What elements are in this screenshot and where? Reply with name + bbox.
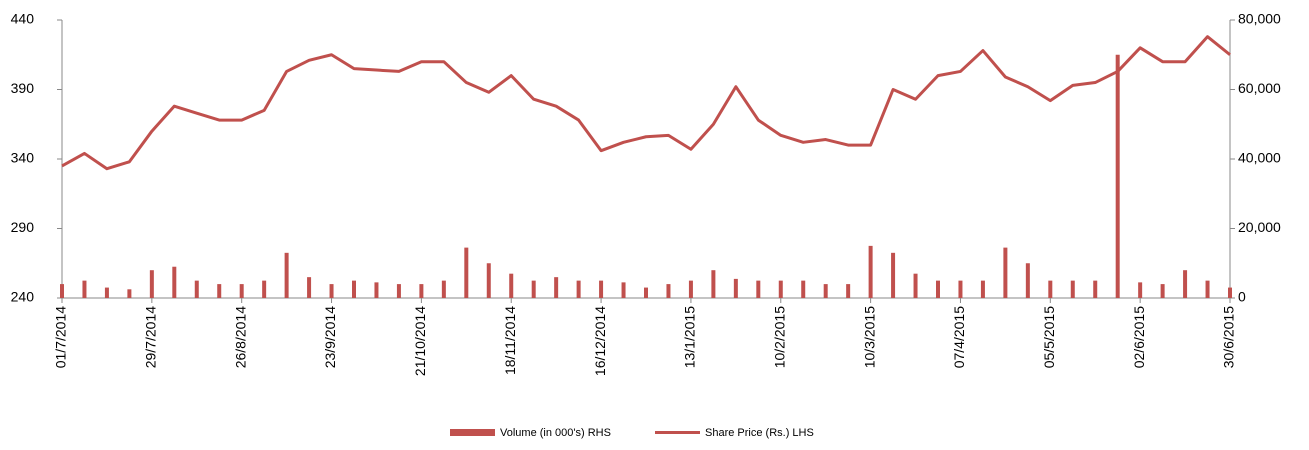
volume-bar [172, 266, 177, 298]
volume-bar [1025, 263, 1030, 298]
y-tick-label: 390 [11, 80, 35, 96]
volume-bar [778, 280, 783, 298]
price-line [61, 35, 1231, 171]
volume-bar [464, 247, 469, 298]
x-tick-label: 07/4/2015 [951, 306, 967, 368]
x-tick-label: 18/11/2014 [502, 306, 518, 375]
volume-bar [958, 280, 963, 298]
volume-bar [60, 284, 64, 298]
x-tick-label: 01/7/2014 [53, 306, 69, 368]
volume-bar [1205, 280, 1210, 298]
y2-tick-label: 20,000 [1238, 219, 1281, 235]
volume-bar [1070, 280, 1075, 298]
volume-bar [509, 273, 514, 298]
y2-tick-label: 40,000 [1238, 150, 1281, 166]
legend-swatch [450, 429, 495, 436]
volume-bar [284, 252, 289, 298]
volume-bar [891, 252, 896, 298]
volume-bar [621, 282, 626, 298]
volume-bar [104, 287, 109, 298]
volume-bar [980, 280, 985, 298]
volume-bar [868, 245, 873, 298]
volume-bar [554, 277, 559, 298]
volume-bar [239, 284, 244, 298]
volume-bar [1138, 282, 1143, 298]
x-tick-label: 30/6/2015 [1221, 306, 1237, 368]
x-tick-label: 13/1/2015 [682, 306, 698, 368]
x-tick-label: 05/5/2015 [1041, 306, 1057, 368]
volume-bar [486, 263, 491, 298]
volume-bar [531, 280, 536, 298]
legend-label: Share Price (Rs.) LHS [705, 427, 814, 439]
volume-bar [374, 282, 379, 298]
volume-bar [127, 289, 132, 298]
volume-bar [733, 278, 738, 298]
volume-bar [1115, 54, 1120, 298]
y-tick-label: 340 [11, 150, 35, 166]
volume-bar [307, 277, 312, 298]
x-tick-label: 16/12/2014 [592, 306, 608, 376]
y2-tick-label: 80,000 [1238, 11, 1281, 27]
volume-bar [576, 280, 581, 298]
volume-bar [329, 284, 334, 298]
y2-tick-label: 0 [1238, 289, 1246, 305]
y-tick-label: 440 [11, 11, 35, 27]
volume-bar [711, 270, 716, 298]
y-tick-label: 290 [11, 219, 35, 235]
y-tick-label: 240 [11, 289, 35, 305]
x-tick-label: 21/10/2014 [412, 306, 428, 376]
volume-bar [913, 273, 918, 298]
volume-bar [688, 280, 693, 298]
y2-tick-label: 60,000 [1238, 80, 1281, 96]
x-tick-label: 02/6/2015 [1131, 306, 1147, 368]
volume-bar [194, 280, 199, 298]
volume-bar [396, 284, 401, 298]
volume-bar [1228, 287, 1232, 298]
legend-label: Volume (in 000's) RHS [500, 427, 611, 439]
x-tick-label: 10/3/2015 [861, 306, 877, 368]
volume-bar [419, 284, 424, 298]
x-tick-label: 29/7/2014 [143, 306, 159, 368]
x-tick-label: 26/8/2014 [232, 306, 248, 368]
volume-bar [149, 270, 154, 298]
volume-bar [823, 284, 828, 298]
volume-bar [936, 280, 940, 298]
volume-bar [756, 280, 761, 298]
volume-bar [801, 280, 806, 298]
x-tick-label: 23/9/2014 [322, 306, 338, 368]
volume-bar [82, 280, 87, 298]
volume-bar [352, 280, 356, 298]
volume-bar [217, 284, 222, 298]
volume-bar [1183, 270, 1188, 298]
volume-bar [666, 284, 671, 298]
x-tick-label: 10/2/2015 [771, 306, 787, 368]
volume-bar [599, 280, 604, 298]
volume-bar [1048, 280, 1053, 298]
volume-bar [441, 280, 446, 298]
volume-bar [262, 280, 267, 298]
volume-bar [1003, 247, 1008, 298]
volume-bar [644, 287, 648, 298]
volume-bar [1160, 284, 1165, 298]
volume-bar [1093, 280, 1098, 298]
volume-bar [846, 284, 851, 298]
